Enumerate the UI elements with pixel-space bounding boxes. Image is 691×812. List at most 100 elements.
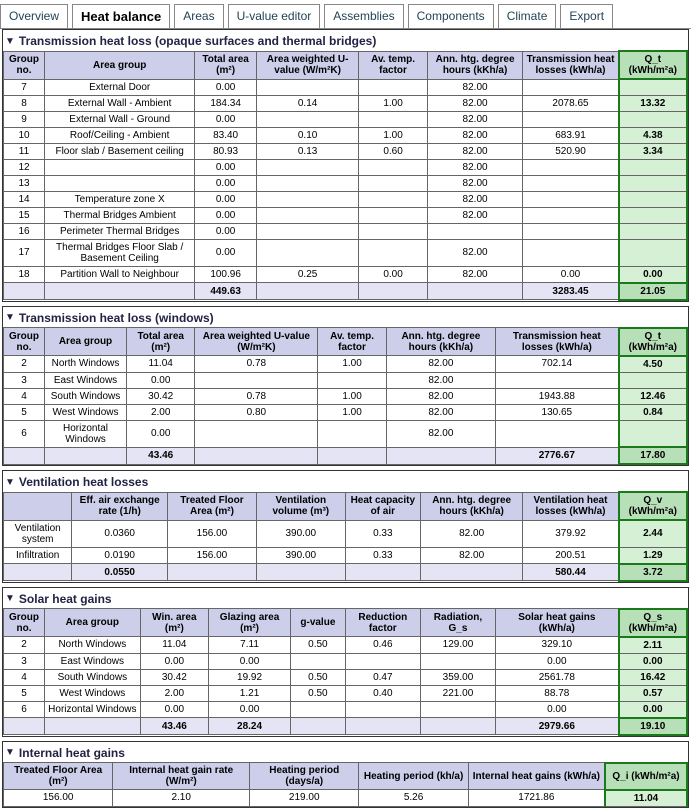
collapse-icon: ▼ xyxy=(5,36,15,47)
cell: 6 xyxy=(4,701,45,718)
col-header: Group no. xyxy=(4,609,45,637)
cell: 16 xyxy=(4,223,45,239)
table-row: 3East Windows0.000.000.000.00 xyxy=(4,653,688,669)
total-row: 0.0550580.443.72 xyxy=(4,564,688,581)
tab-u-value-editor[interactable]: U-value editor xyxy=(228,4,321,28)
table-row: 5West Windows2.001.210.500.40221.0088.78… xyxy=(4,685,688,701)
table-row: 5West Windows2.000.801.0082.00130.650.84 xyxy=(4,404,688,420)
cell: 82.00 xyxy=(427,191,523,207)
cell xyxy=(619,79,687,95)
total-cell xyxy=(420,564,523,581)
cell: 0.57 xyxy=(619,685,687,701)
section-title: Transmission heat loss (windows) xyxy=(19,311,214,325)
cell: 82.00 xyxy=(386,388,495,404)
cell: North Windows xyxy=(45,637,141,654)
table-row: 9External Wall - Ground0.0082.00 xyxy=(4,111,688,127)
cell: 82.00 xyxy=(386,356,495,373)
total-cell xyxy=(4,447,45,464)
section-header[interactable]: ▼ Transmission heat loss (opaque surfaces… xyxy=(3,30,688,50)
cell: 0.50 xyxy=(291,669,346,685)
cell xyxy=(359,223,427,239)
cell: 0.78 xyxy=(195,356,318,373)
cell: 0.00 xyxy=(195,223,257,239)
col-header: Heat capacity of air xyxy=(345,492,420,520)
table-row: 6Horizontal Windows0.000.000.000.00 xyxy=(4,701,688,718)
cell: 0.00 xyxy=(140,701,208,718)
cell xyxy=(256,239,359,266)
total-cell: 28.24 xyxy=(209,718,291,735)
tab-export[interactable]: Export xyxy=(560,4,613,28)
cell: 200.51 xyxy=(523,547,619,564)
section-header[interactable]: ▼ Transmission heat loss (windows) xyxy=(3,307,688,327)
tab-heat-balance[interactable]: Heat balance xyxy=(72,4,170,28)
total-cell xyxy=(4,718,45,735)
cell: 12 xyxy=(4,159,45,175)
total-cell xyxy=(345,564,420,581)
cell: 80.93 xyxy=(195,143,257,159)
table-row: 17Thermal Bridges Floor Slab / Basement … xyxy=(4,239,688,266)
cell xyxy=(523,223,619,239)
cell: 14 xyxy=(4,191,45,207)
cell: 1.00 xyxy=(318,388,386,404)
col-header: Ann. htg. degree hours (kKh/a) xyxy=(420,492,523,520)
cell xyxy=(256,223,359,239)
tab-climate[interactable]: Climate xyxy=(498,4,557,28)
col-header: Q_t (kWh/m²a) xyxy=(619,51,687,79)
cell: 82.00 xyxy=(420,547,523,564)
cell: 30.42 xyxy=(127,388,195,404)
section-header[interactable]: ▼Solar heat gains xyxy=(3,588,688,608)
cell: 11.04 xyxy=(127,356,195,373)
section-title: Transmission heat loss (opaque surfaces … xyxy=(19,34,376,48)
section-header[interactable]: ▼Internal heat gains xyxy=(3,742,688,762)
total-cell xyxy=(45,283,195,300)
cell: 2.10 xyxy=(113,790,250,807)
section-header[interactable]: ▼Ventilation heat losses xyxy=(3,471,688,491)
cell xyxy=(256,79,359,95)
tab-components[interactable]: Components xyxy=(408,4,494,28)
total-cell xyxy=(45,718,141,735)
cell: 0.00 xyxy=(619,266,687,283)
collapse-icon: ▼ xyxy=(5,312,15,323)
cell: 1.29 xyxy=(619,547,687,564)
cell: 221.00 xyxy=(420,685,495,701)
cell xyxy=(45,175,195,191)
cell: 0.25 xyxy=(256,266,359,283)
cell xyxy=(523,207,619,223)
tab-assemblies[interactable]: Assemblies xyxy=(324,4,403,28)
cell xyxy=(523,175,619,191)
cell: 4.50 xyxy=(619,356,687,373)
cell: 156.00 xyxy=(168,520,257,547)
cell: 0.00 xyxy=(496,701,619,718)
cell xyxy=(256,159,359,175)
cell xyxy=(45,159,195,175)
table-row: 6Horizontal Windows0.0082.00 xyxy=(4,420,688,447)
total-row: 43.4628.242979.6619.10 xyxy=(4,718,688,735)
table-row: 2North Windows11.047.110.500.46129.00329… xyxy=(4,637,688,654)
total-cell: 3.72 xyxy=(619,564,687,581)
cell: 0.13 xyxy=(256,143,359,159)
cell: 13 xyxy=(4,175,45,191)
tab-overview[interactable]: Overview xyxy=(0,4,68,28)
cell xyxy=(291,653,346,669)
cell xyxy=(256,111,359,127)
cell xyxy=(523,191,619,207)
cell: 3 xyxy=(4,372,45,388)
section-title: Internal heat gains xyxy=(19,746,125,760)
cell xyxy=(420,701,495,718)
cell: 0.00 xyxy=(195,111,257,127)
cell: 16.42 xyxy=(619,669,687,685)
cell: 0.84 xyxy=(619,404,687,420)
cell xyxy=(256,207,359,223)
cell: 5 xyxy=(4,404,45,420)
cell: 82.00 xyxy=(427,79,523,95)
cell: 82.00 xyxy=(427,127,523,143)
cell xyxy=(619,207,687,223)
table-row: Ventilation system0.0360156.00390.000.33… xyxy=(4,520,688,547)
cell: 0.00 xyxy=(195,191,257,207)
tab-areas[interactable]: Areas xyxy=(174,4,223,28)
cell: 1.21 xyxy=(209,685,291,701)
cell: 9 xyxy=(4,111,45,127)
section-title: Solar heat gains xyxy=(19,592,112,606)
col-header: Total area (m²) xyxy=(195,51,257,79)
col-header: Transmission heat losses (kWh/a) xyxy=(496,328,619,356)
